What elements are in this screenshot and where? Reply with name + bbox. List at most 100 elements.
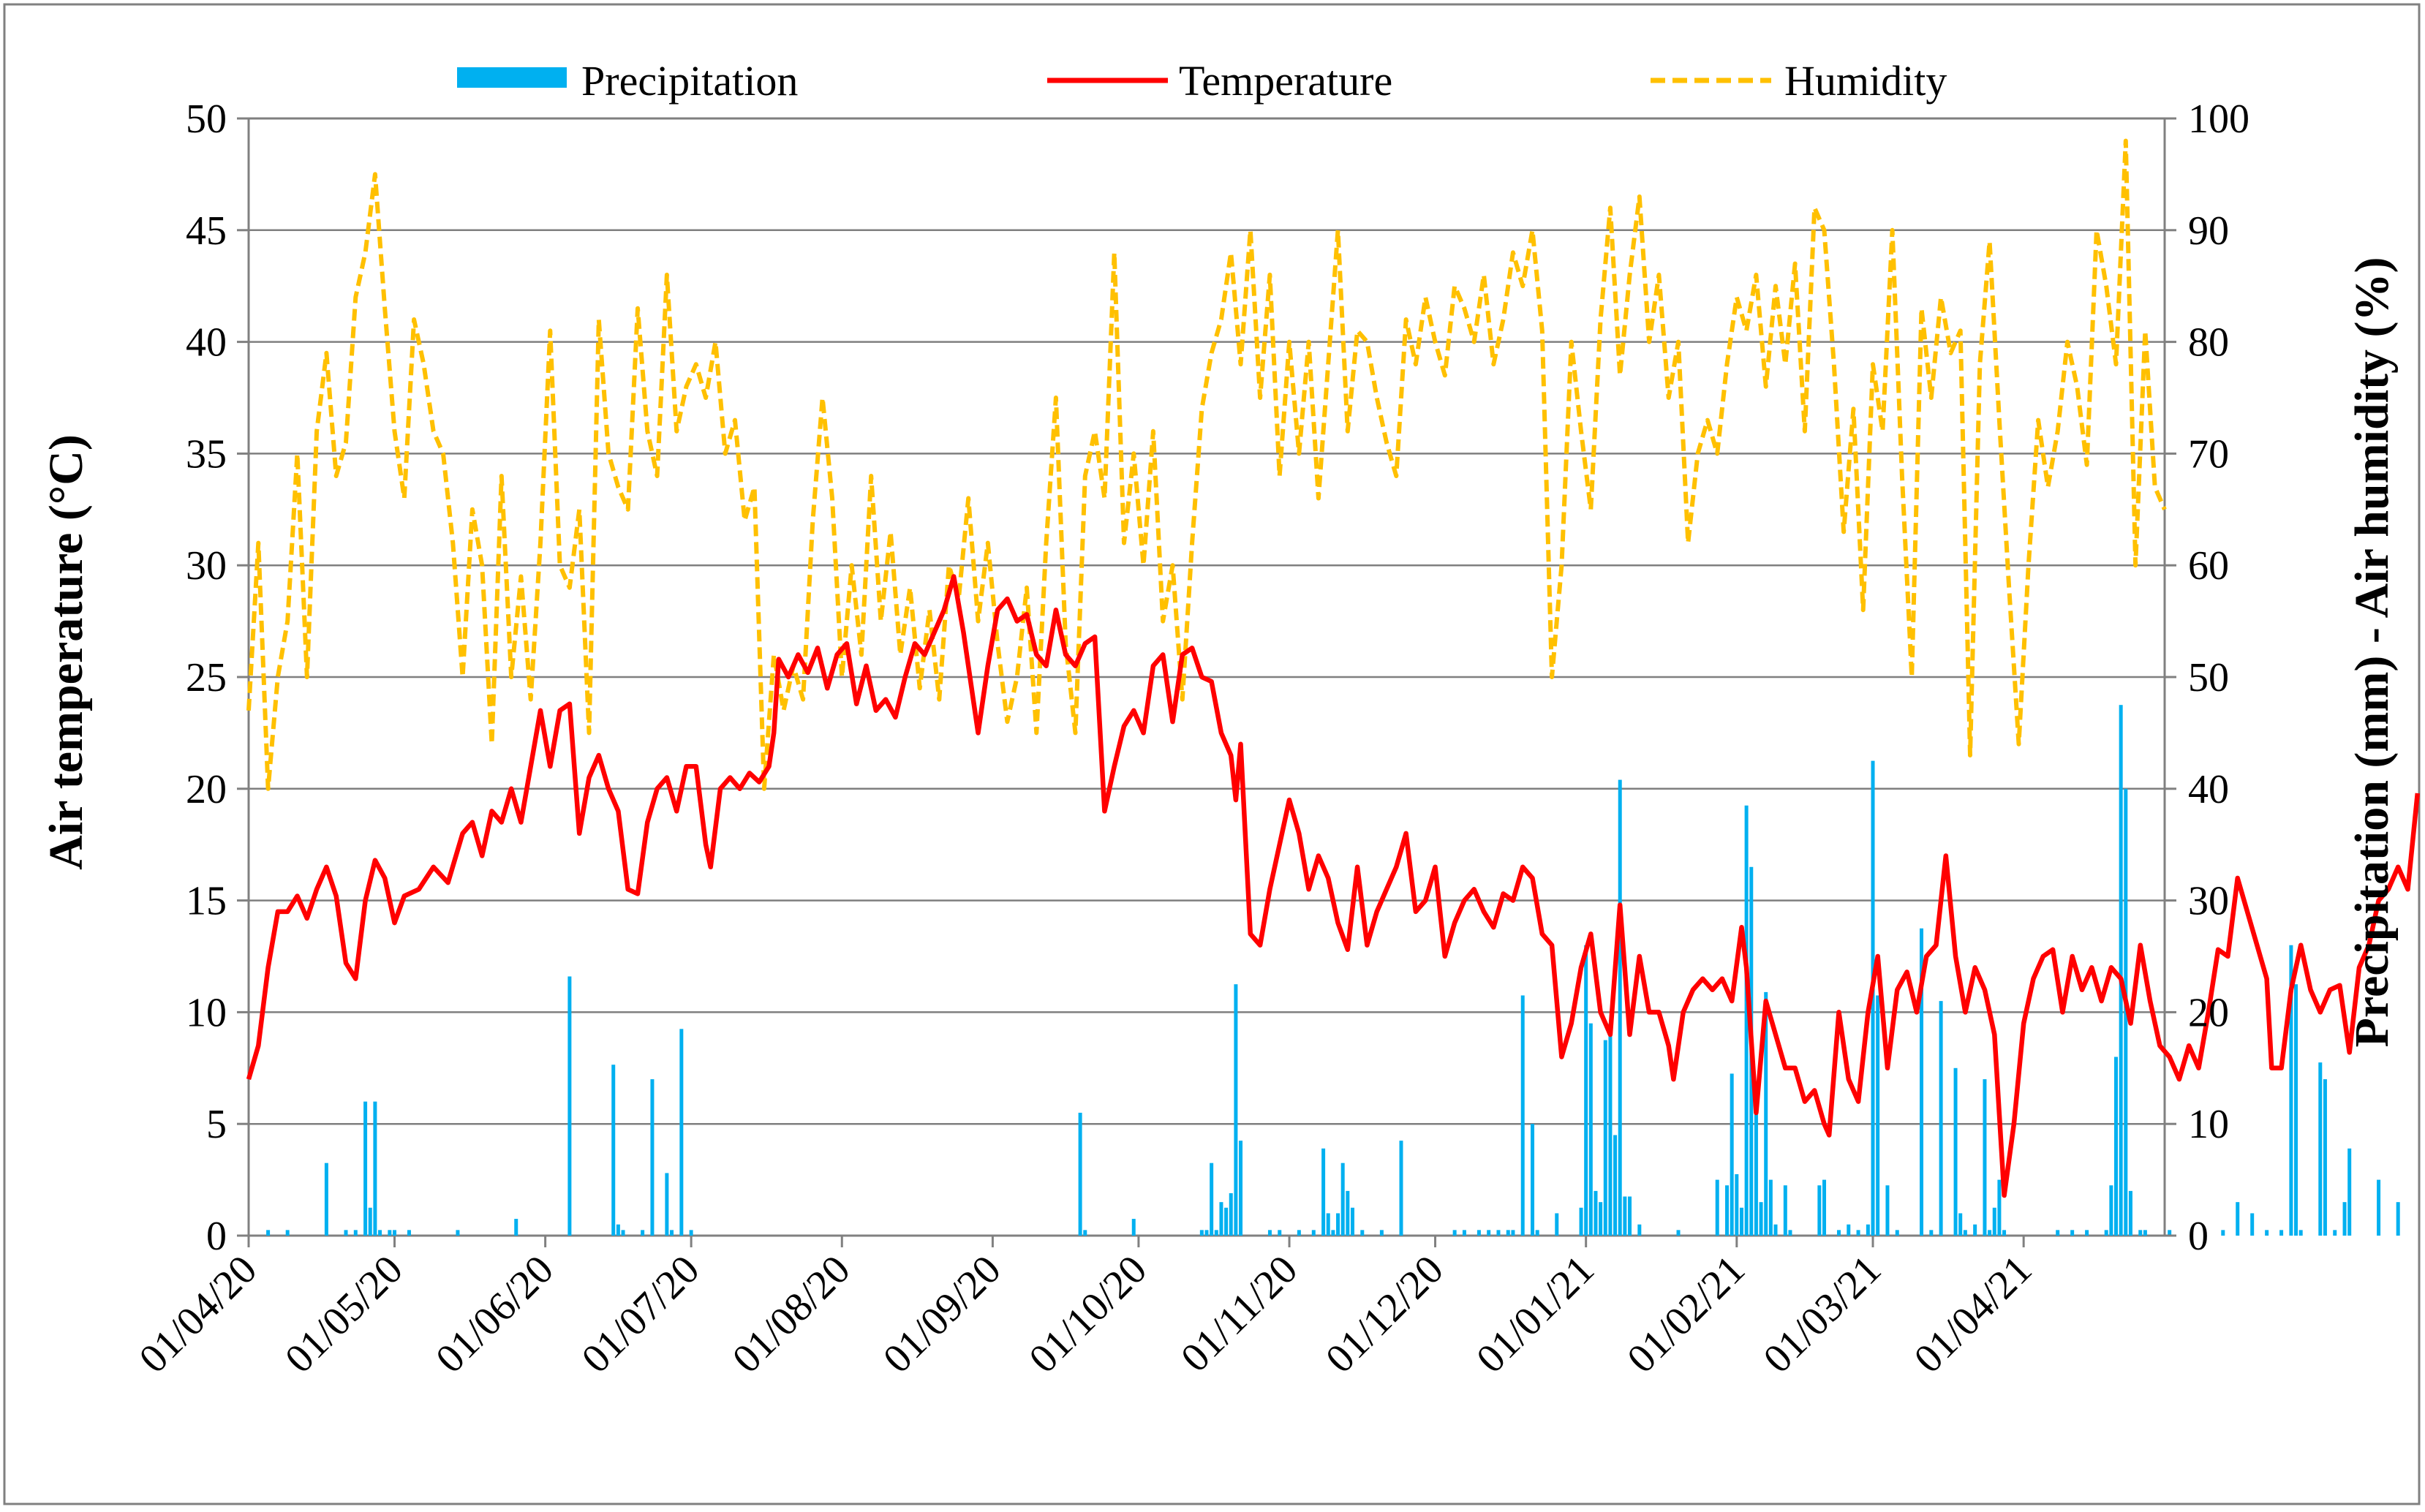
precipitation-bar [1555, 1213, 1559, 1236]
precipitation-bar [1210, 1163, 1214, 1236]
precipitation-bar [1876, 995, 1880, 1236]
precipitation-bar [2221, 1230, 2225, 1236]
precipitation-bar [2124, 788, 2128, 1236]
precipitation-bar [1836, 1230, 1841, 1236]
legend-precipitation-swatch [457, 67, 567, 88]
precipitation-bar [665, 1173, 669, 1236]
precipitation-bar [1608, 1023, 1613, 1236]
y-left-tick-label: 0 [206, 1214, 227, 1259]
precipitation-bar [2128, 1190, 2132, 1236]
precipitation-bar [2333, 1230, 2337, 1236]
precipitation-bar [1739, 1207, 1743, 1236]
precipitation-bar [670, 1230, 674, 1236]
precipitation-bar [2347, 1148, 2352, 1236]
precipitation-bar [407, 1230, 411, 1236]
precipitation-bar [689, 1230, 693, 1236]
precipitation-bar [1920, 928, 1924, 1236]
precipitation-bar [1531, 1124, 1535, 1236]
precipitation-bar [2279, 1230, 2284, 1236]
legend-temperature-label: Temperature [1179, 57, 1392, 105]
precipitation-bar [266, 1230, 271, 1236]
precipitation-bar [388, 1230, 392, 1236]
precipitation-bar [2250, 1213, 2255, 1236]
precipitation-bar [1234, 984, 1238, 1236]
precipitation-bar [1336, 1213, 1340, 1236]
axes [237, 117, 2176, 1247]
y-right-tick-label: 50 [2188, 655, 2229, 700]
y-left-tick-label: 30 [186, 543, 227, 589]
precipitation-bar [2294, 984, 2298, 1236]
precipitation-bar [1496, 1230, 1501, 1236]
precipitation-bar [1520, 995, 1525, 1236]
y-right-tick-label: 100 [2188, 97, 2249, 142]
precipitation-bar [1773, 1224, 1778, 1236]
y-right-tick-label: 20 [2188, 990, 2229, 1035]
precipitation-bar [1462, 1230, 1466, 1236]
precipitation-bar [324, 1163, 328, 1236]
precipitation-bar [1939, 1001, 1943, 1236]
precipitation-bar [368, 1207, 372, 1236]
precipitation-bar [373, 1101, 377, 1236]
y-right-tick-label: 90 [2188, 208, 2229, 254]
precipitation-bar [1725, 1185, 1730, 1236]
precipitation-bar [1759, 1202, 1763, 1236]
precipitation-bar [285, 1230, 290, 1236]
precipitation-bar [2342, 1202, 2347, 1236]
precipitation-bar [2143, 1230, 2147, 1236]
precipitation-bar [2265, 1230, 2269, 1236]
precipitation-bar [1788, 1230, 1792, 1236]
legend: Precipitation Temperature Humidity [457, 57, 1947, 105]
precipitation-bar [2114, 1056, 2119, 1236]
precipitation-bar [2070, 1230, 2075, 1236]
y-left-tick-label: 45 [186, 208, 227, 254]
precipitation-bar [1340, 1163, 1345, 1236]
legend-precipitation-label: Precipitation [581, 57, 798, 105]
precipitation-bar [2056, 1230, 2060, 1236]
precipitation-bar [1895, 1230, 1899, 1236]
precipitation-bar [1224, 1207, 1229, 1236]
precipitation-bar [1219, 1202, 1223, 1236]
precipitation-bar [2168, 1230, 2172, 1236]
series-lines [246, 138, 2421, 1198]
precipitation-bar [1730, 1073, 1734, 1236]
precipitation-bar [2318, 1062, 2323, 1236]
precipitation-bar [650, 1079, 655, 1236]
precipitation-bar [392, 1230, 396, 1236]
precipitation-bar [1204, 1230, 1209, 1236]
precipitation-bar [1078, 1112, 1082, 1236]
y-right-tick-label: 30 [2188, 879, 2229, 924]
precipitation-bar [1360, 1230, 1365, 1236]
precipitation-bar [1199, 1230, 1204, 1236]
precipitation-bar [1214, 1230, 1218, 1236]
precipitation-bar [1584, 945, 1588, 1236]
precipitation-bar [1822, 1179, 1827, 1236]
precipitation-bar [1676, 1230, 1681, 1236]
precipitation-bar [1511, 1230, 1515, 1236]
precipitation-bar [1613, 1135, 1618, 1236]
precipitation-bar [679, 1029, 684, 1236]
precipitation-bar [1764, 991, 1768, 1236]
precipitation-bar [1958, 1213, 1963, 1236]
precipitation-bar [456, 1230, 460, 1236]
precipitation-bar [1239, 1141, 1243, 1236]
y-left-tick-label: 5 [206, 1102, 227, 1147]
precipitation-bar [1783, 1185, 1787, 1236]
y-right-tick-label: 0 [2188, 1214, 2209, 1259]
precipitation-bar [1346, 1190, 1350, 1236]
legend-humidity-label: Humidity [1784, 57, 1947, 105]
precipitation-bar [1379, 1230, 1384, 1236]
precipitation-bar [1278, 1230, 1282, 1236]
precipitation-bar [2119, 705, 2123, 1236]
precipitation-bar [1637, 1224, 1642, 1236]
precipitation-bar [1229, 1192, 1233, 1236]
precipitation-bar [1599, 1202, 1603, 1236]
precipitation-bar [2298, 1230, 2303, 1236]
precipitation-bar [1535, 1230, 1539, 1236]
y-left-tick-label: 35 [186, 431, 227, 477]
precipitation-bar [1973, 1224, 1977, 1236]
precipitation-bar [1477, 1230, 1481, 1236]
precipitation-bar [1321, 1148, 1326, 1236]
precipitation-bar [514, 1219, 518, 1236]
precipitation-bar [1487, 1230, 1491, 1236]
